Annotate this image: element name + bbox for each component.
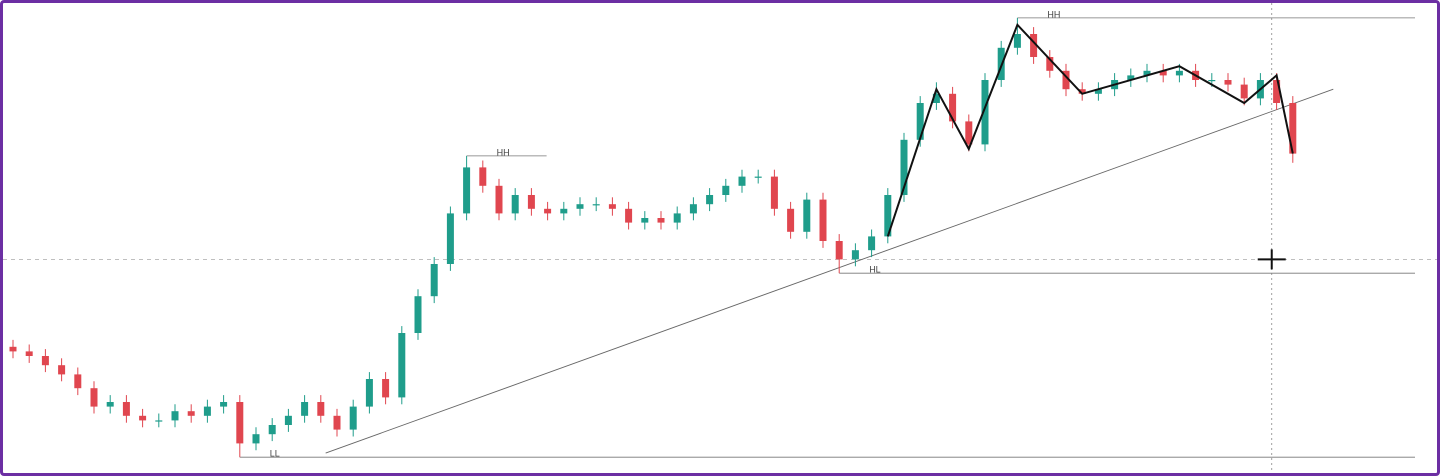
candle-body [1273, 80, 1281, 103]
candle-body [1143, 70, 1151, 76]
candle-body [706, 195, 714, 205]
candle-body [657, 218, 665, 223]
candle-body [90, 388, 98, 407]
candle-body [203, 406, 211, 416]
candle-body [1127, 75, 1135, 80]
candle-body [317, 402, 325, 416]
level-label: HH [1047, 9, 1060, 19]
candle-body [1289, 103, 1297, 154]
candle-body [495, 185, 503, 214]
candle-body [171, 411, 179, 421]
candle-body [25, 351, 33, 356]
candle-body [252, 434, 260, 444]
candle-body [284, 415, 292, 425]
candle-body [1078, 89, 1086, 94]
candle-body [787, 208, 795, 232]
candle-body [155, 420, 163, 422]
candle-body [187, 411, 195, 416]
candle-body [511, 195, 519, 214]
candle-body [398, 333, 406, 398]
candle-body [932, 93, 940, 103]
candle-body [41, 356, 49, 366]
candle-body [592, 204, 600, 206]
candle-body [641, 218, 649, 223]
candle-body [1175, 70, 1183, 76]
candle-body [900, 139, 908, 195]
candle-body [414, 296, 422, 333]
candle-body [722, 185, 730, 195]
candle-body [754, 176, 762, 178]
candle-body [382, 379, 390, 398]
candle-body [1208, 80, 1216, 82]
candle-body [625, 208, 633, 223]
candle-body [365, 379, 373, 407]
candle-body [1013, 34, 1021, 48]
candle-body [139, 415, 147, 421]
candle-body [446, 213, 454, 264]
candle-body [430, 264, 438, 297]
candle-body [949, 93, 957, 122]
zigzag-line [886, 22, 1294, 237]
candle-body [738, 176, 746, 186]
candle-body [236, 402, 244, 444]
candle-body [916, 103, 924, 140]
candle-body [1030, 34, 1038, 57]
candle-body [673, 213, 681, 223]
candle-body [689, 204, 697, 214]
candle-body [479, 167, 487, 186]
candle-body [608, 204, 616, 209]
candle-body [1062, 70, 1070, 90]
candle-body [1094, 89, 1102, 94]
candle-body [301, 402, 309, 416]
candle-body [58, 365, 66, 375]
trendline [325, 88, 1334, 454]
candle-body [527, 195, 535, 209]
candle-body [965, 121, 973, 145]
crosshair-marker [1257, 249, 1286, 270]
candle-body [106, 402, 114, 407]
level-label: HH [497, 147, 510, 157]
candle-body [333, 415, 341, 430]
candle-body [1159, 70, 1167, 76]
candle-body [803, 199, 811, 232]
chart: HH HH HL LL [3, 3, 1437, 473]
candle-body [868, 236, 876, 251]
candle-body [981, 80, 989, 145]
level-label: LL [270, 449, 280, 459]
candle-body [122, 402, 130, 416]
candle-body [1046, 57, 1054, 71]
candle-body [220, 402, 228, 407]
candle-body [835, 241, 843, 260]
level-label: HL [869, 265, 881, 275]
candle-body [268, 425, 276, 435]
candle-body [74, 374, 82, 389]
candle-body [851, 250, 859, 260]
candle-body [819, 199, 827, 241]
candle-body [576, 204, 584, 209]
candle-body [463, 167, 471, 214]
candle-body [1240, 84, 1248, 99]
candle-body [1224, 80, 1232, 85]
candle-body [884, 195, 892, 237]
candle-body [9, 346, 17, 352]
candle-body [560, 208, 568, 214]
candle-body [770, 176, 778, 209]
candle-body [349, 406, 357, 430]
candle-body [544, 208, 552, 214]
